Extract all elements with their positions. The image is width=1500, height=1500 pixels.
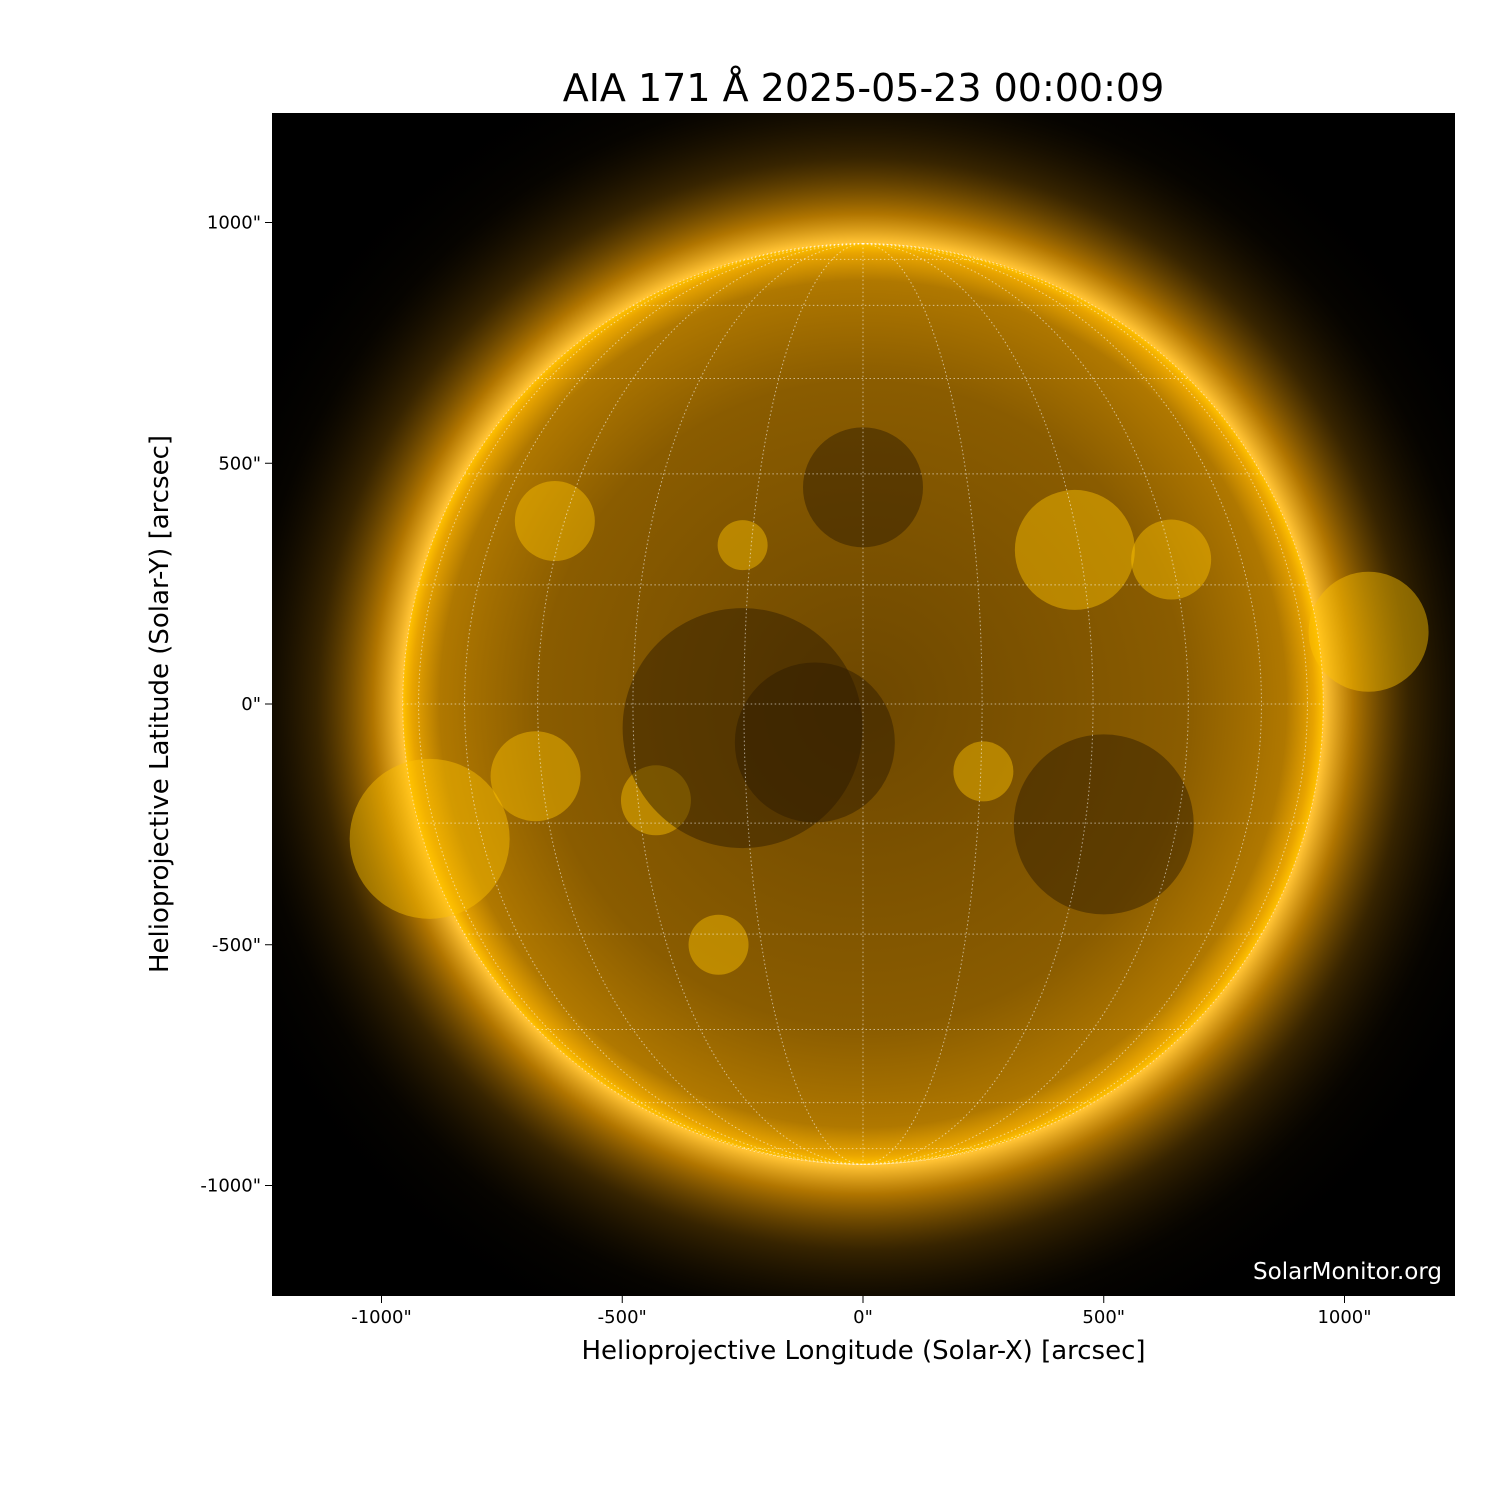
heliographic-grid bbox=[402, 243, 1324, 1165]
x-tick-label: 500" bbox=[1082, 1307, 1125, 1328]
active-region-glow bbox=[490, 731, 581, 822]
dark-region bbox=[803, 427, 923, 548]
x-tick-label: -1000" bbox=[351, 1307, 412, 1328]
dark-region bbox=[622, 608, 863, 849]
active-region-glow bbox=[1131, 519, 1212, 600]
active-region-glow bbox=[1014, 489, 1135, 610]
longitude-line bbox=[862, 243, 983, 1165]
limb-line bbox=[402, 243, 1324, 1165]
longitude-line bbox=[743, 243, 864, 1165]
active-region-glow bbox=[1308, 571, 1429, 692]
chart-title: AIA 171 Å 2025-05-23 00:00:09 bbox=[562, 66, 1165, 110]
active-region-glow bbox=[717, 520, 768, 571]
active-region-glow bbox=[688, 914, 749, 975]
x-tick-label: 0" bbox=[853, 1307, 873, 1328]
x-tick-label: 1000" bbox=[1317, 1307, 1371, 1328]
active-regions bbox=[349, 427, 1429, 975]
y-tick-label: 1000" bbox=[207, 213, 261, 234]
active-region-glow bbox=[349, 758, 510, 919]
y-tick-label: -500" bbox=[212, 935, 261, 956]
y-tick-label: -1000" bbox=[200, 1176, 261, 1197]
y-tick-label: 0" bbox=[241, 694, 261, 715]
active-region-glow bbox=[953, 741, 1014, 802]
dark-region bbox=[734, 662, 895, 823]
x-tick-label: -500" bbox=[598, 1307, 647, 1328]
x-axis-label: Helioprojective Longitude (Solar-X) [arc… bbox=[581, 1336, 1146, 1366]
axis-ticks: -1000" -500" 0" 500" 1000" 1000" 500" 0" -500" -1… bbox=[200, 213, 1371, 1329]
active-region-glow bbox=[514, 481, 595, 562]
dark-region bbox=[1013, 734, 1194, 915]
y-tick-label: 500" bbox=[218, 453, 261, 474]
watermark: SolarMonitor.org bbox=[1253, 1259, 1442, 1285]
active-region-glow bbox=[620, 765, 691, 836]
